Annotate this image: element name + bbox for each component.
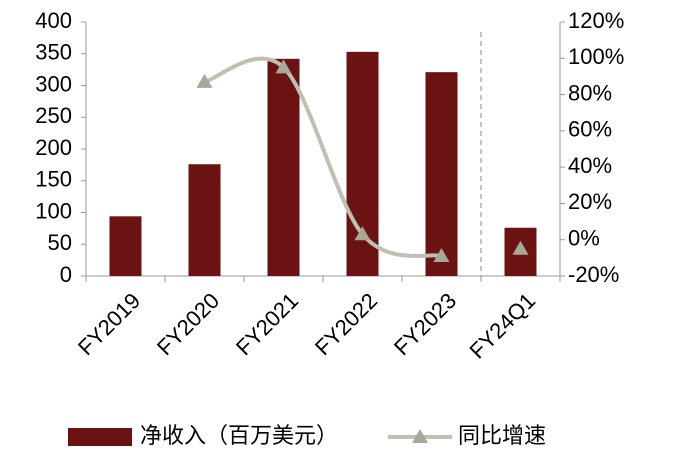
y-tick-label: 250 [35,103,72,128]
marker [354,226,371,241]
legend-marker [412,429,429,443]
bar [109,216,142,276]
marker [512,240,529,255]
y2-tick-label: 60% [568,117,612,142]
y-tick-label: 150 [35,167,72,192]
legend-label: 同比增速 [458,423,546,448]
y2-tick-label: 120% [568,8,624,33]
x-tick-label: FY24Q1 [465,288,541,364]
y2-tick-label: 80% [568,80,612,105]
x-tick-label: FY2021 [231,288,303,360]
legend-swatch [68,428,132,446]
line [203,56,443,259]
y2-tick-label: 40% [568,153,612,178]
y-tick-label: 400 [35,8,72,33]
y2-tick-label: 0% [568,226,600,251]
y-tick-label: 100 [35,198,72,223]
y2-tick-label: -20% [568,262,619,287]
y-tick-label: 350 [35,40,72,65]
y-tick-label: 50 [48,230,72,255]
y2-tick-label: 20% [568,189,612,214]
marker [275,59,292,74]
x-tick-label: FY2022 [310,288,382,360]
x-tick-label: FY2023 [389,288,461,360]
x-tick-label: FY2020 [152,288,224,360]
legend-label: 净收入（百万美元） [140,423,338,448]
y-tick-label: 200 [35,135,72,160]
bar [425,72,458,276]
y2-tick-label: 100% [568,44,624,69]
bar [267,58,300,276]
marker [433,248,450,263]
y-tick-label: 0 [60,262,72,287]
x-tick-label: FY2019 [73,288,145,360]
bar [188,164,221,276]
marker [196,73,213,88]
y-tick-label: 300 [35,71,72,96]
